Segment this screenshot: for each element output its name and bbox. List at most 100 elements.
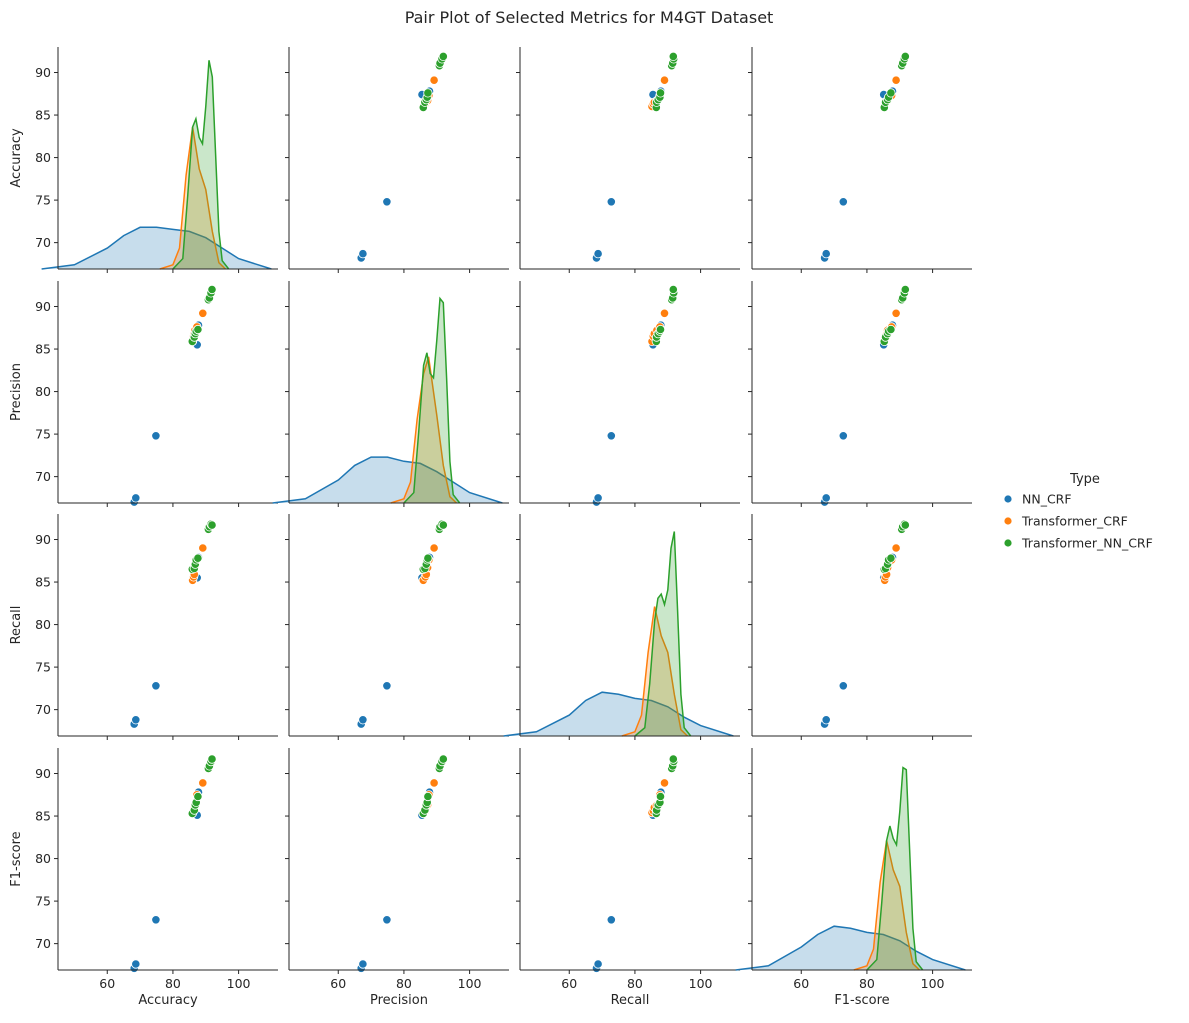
point-nn-crf-3-f1-score-vs-recall xyxy=(606,915,616,925)
point-transformer-nn-crf-9-accuracy-vs-precision xyxy=(438,51,448,62)
density-line-nn-crf-precision xyxy=(272,456,503,504)
density-line-transformer-nn-crf-recall xyxy=(634,531,692,737)
density-fill-transformer-crf-precision xyxy=(390,356,457,503)
y-axis-label-precision: Precision xyxy=(9,363,24,421)
panel-accuracy-vs-precision xyxy=(285,47,509,273)
point-nn-crf-3-precision-vs-f1-score xyxy=(838,431,848,441)
point-transformer-nn-crf-9-accuracy-vs-recall xyxy=(668,51,678,62)
point-nn-crf-2-f1-score-vs-accuracy xyxy=(131,959,141,969)
density-line-transformer-nn-crf-accuracy xyxy=(172,60,230,270)
density-line-transformer-nn-crf-f1-score xyxy=(866,766,924,971)
point-nn-crf-3-recall-vs-accuracy xyxy=(151,681,161,691)
point-nn-crf-2-precision-vs-accuracy xyxy=(131,493,141,503)
panel-precision-vs-accuracy: 70 75 80 85 90 Precision xyxy=(9,281,278,507)
point-nn-crf-3-accuracy-vs-recall xyxy=(606,197,616,207)
point-transformer-crf-6-accuracy-vs-precision xyxy=(429,75,439,85)
x-tick-label: 80 xyxy=(396,976,412,991)
density-line-transformer-crf-recall xyxy=(621,606,689,737)
point-transformer-nn-crf-9-f1-score-vs-accuracy xyxy=(207,754,217,764)
point-transformer-nn-crf-5-recall-vs-precision xyxy=(423,553,433,563)
point-transformer-crf-6-precision-vs-accuracy xyxy=(198,308,208,318)
panel-accuracy-vs-accuracy: 70 75 80 85 90 Accuracy xyxy=(9,47,278,273)
panel-f1-score-vs-accuracy: 70 75 80 85 90 60 80 100 F1-score Accuracy xyxy=(9,748,278,1008)
point-transformer-crf-6-f1-score-vs-recall xyxy=(659,778,670,788)
point-nn-crf-3-precision-vs-recall xyxy=(606,431,616,441)
point-transformer-crf-6-recall-vs-f1-score xyxy=(891,543,901,553)
point-transformer-nn-crf-9-precision-vs-accuracy xyxy=(207,284,217,295)
panel-f1-score-vs-precision: 60 80 100 Precision xyxy=(285,748,509,1008)
panel-recall-vs-accuracy: 70 75 80 85 90 Recall xyxy=(9,514,278,740)
panel-precision-vs-recall xyxy=(516,281,740,507)
y-tick-label: 85 xyxy=(35,108,51,123)
x-tick-label: 60 xyxy=(793,976,809,991)
point-nn-crf-3-recall-vs-f1-score xyxy=(838,681,848,691)
x-tick-label: 80 xyxy=(859,976,875,991)
point-transformer-nn-crf-9-recall-vs-accuracy xyxy=(207,520,217,530)
y-tick-label: 85 xyxy=(35,575,51,590)
point-transformer-crf-6-f1-score-vs-precision xyxy=(429,778,439,788)
point-transformer-crf-6-f1-score-vs-accuracy xyxy=(198,778,208,788)
point-nn-crf-2-accuracy-vs-recall xyxy=(593,249,603,259)
density-line-transformer-crf-f1-score xyxy=(853,840,921,971)
point-transformer-nn-crf-5-f1-score-vs-precision xyxy=(423,791,433,802)
density-fill-nn-crf-precision xyxy=(272,457,503,503)
x-tick-label: 100 xyxy=(689,976,713,991)
point-transformer-nn-crf-9-f1-score-vs-recall xyxy=(668,754,678,764)
legend-title: Type xyxy=(1069,472,1100,487)
point-transformer-nn-crf-9-precision-vs-f1-score xyxy=(900,284,910,295)
legend: Type NN_CRF Transformer_CRF Transformer_… xyxy=(1003,472,1153,551)
point-transformer-nn-crf-5-f1-score-vs-recall xyxy=(655,791,666,802)
y-tick-label: 90 xyxy=(35,65,51,80)
point-nn-crf-2-f1-score-vs-recall xyxy=(593,959,603,969)
y-axis-label-accuracy: Accuracy xyxy=(9,128,24,188)
x-axis-label-accuracy: Accuracy xyxy=(138,993,198,1008)
density-fill-transformer-nn-crf-precision xyxy=(403,298,460,503)
point-nn-crf-3-accuracy-vs-f1-score xyxy=(838,197,848,207)
point-nn-crf-2-recall-vs-precision xyxy=(358,715,368,725)
panel-f1-score-vs-recall: 60 80 100 Recall xyxy=(516,748,740,1008)
point-nn-crf-2-recall-vs-f1-score xyxy=(821,715,831,725)
pair-plot-grid: 7075808590Accuracy7075808590Precision707… xyxy=(9,47,972,1008)
point-transformer-nn-crf-5-precision-vs-recall xyxy=(655,324,666,335)
x-tick-label: 100 xyxy=(458,976,482,991)
y-tick-label: 75 xyxy=(35,193,51,208)
legend-marker-nn-crf xyxy=(1003,494,1013,504)
density-line-transformer-crf-precision xyxy=(390,356,458,504)
point-transformer-nn-crf-5-precision-vs-f1-score xyxy=(886,324,896,335)
x-axis-label-f1-score: F1-score xyxy=(834,993,889,1008)
panel-f1-score-vs-f1-score: 60 80 100 F1-score xyxy=(735,748,972,1008)
y-tick-label: 80 xyxy=(35,384,51,399)
density-fill-nn-crf-accuracy xyxy=(41,227,272,269)
point-nn-crf-2-recall-vs-accuracy xyxy=(131,715,141,725)
y-axis-label-f1-score: F1-score xyxy=(9,831,24,886)
panel-recall-vs-precision xyxy=(285,514,509,740)
y-tick-label: 75 xyxy=(35,894,51,909)
point-transformer-nn-crf-9-recall-vs-precision xyxy=(438,520,448,530)
panel-precision-vs-f1-score xyxy=(748,281,972,507)
point-transformer-crf-6-recall-vs-precision xyxy=(429,543,439,553)
figure-title: Pair Plot of Selected Metrics for M4GT D… xyxy=(405,8,774,27)
point-transformer-nn-crf-5-recall-vs-f1-score xyxy=(886,553,896,563)
point-transformer-crf-6-precision-vs-recall xyxy=(659,308,670,318)
point-transformer-crf-6-precision-vs-f1-score xyxy=(891,308,901,318)
point-nn-crf-3-f1-score-vs-accuracy xyxy=(151,915,161,925)
x-tick-label: 60 xyxy=(561,976,577,991)
density-fill-nn-crf-f1-score xyxy=(735,926,966,970)
y-tick-label: 80 xyxy=(35,617,51,632)
x-axis-label-recall: Recall xyxy=(611,993,650,1008)
point-transformer-nn-crf-5-precision-vs-accuracy xyxy=(193,324,203,335)
panel-accuracy-vs-recall xyxy=(516,47,740,273)
point-nn-crf-2-accuracy-vs-f1-score xyxy=(821,249,831,259)
x-tick-label: 60 xyxy=(330,976,346,991)
density-fill-transformer-nn-crf-accuracy xyxy=(172,60,229,269)
legend-marker-transformer-nn-crf xyxy=(1003,538,1013,548)
y-tick-label: 90 xyxy=(35,766,51,781)
point-nn-crf-3-precision-vs-accuracy xyxy=(151,431,161,441)
density-line-nn-crf-f1-score xyxy=(735,925,966,971)
y-tick-label: 70 xyxy=(35,235,51,250)
panel-recall-vs-recall xyxy=(503,514,740,740)
x-tick-label: 60 xyxy=(99,976,115,991)
legend-marker-transformer-crf xyxy=(1003,516,1013,526)
point-nn-crf-2-precision-vs-recall xyxy=(593,493,603,503)
